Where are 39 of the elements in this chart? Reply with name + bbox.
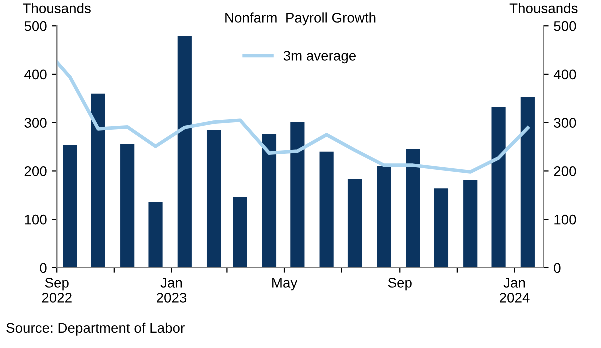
x-tick-label: Sep 2022 [42,278,72,303]
y-tick-label: 400 [24,70,47,80]
bar [406,148,420,268]
legend-label: 3m average [284,51,356,64]
y2-tick-label: 0 [554,263,561,274]
bar [320,152,334,268]
bar [233,197,248,268]
bar [148,202,163,268]
source-note: Source: Department of Labor [6,322,185,336]
bar [464,180,478,268]
x-tick-label: Jan 2024 [500,278,530,303]
bar [520,97,535,268]
y-tick-label: 200 [24,166,47,176]
x-tick-label: Jan 2023 [157,278,187,303]
bar [377,166,392,268]
y2-tick-label: 500 [554,21,576,32]
y-tick-label: 100 [25,214,47,225]
y-axis-title: Thousands [23,3,91,14]
y-tick-label: 0 [40,263,47,274]
chart-title: Nonfarm Payroll Growth [226,12,376,26]
bar [178,36,192,268]
bar [120,144,135,268]
bar [290,122,305,268]
bar [262,134,277,268]
y-tick-label: 500 [24,21,47,32]
y-tick-label: 300 [24,118,47,128]
bar [91,94,106,268]
y2-tick-label: 400 [554,70,576,80]
y2-tick-label: 100 [554,214,576,225]
y2-axis-title: Thousands [510,3,578,14]
bar [492,107,506,268]
bar [206,130,222,268]
bar [434,188,449,268]
x-tick-label: May [272,278,298,291]
x-tick-label: Sep [388,278,412,291]
y2-tick-label: 200 [554,166,576,176]
y2-tick-label: 300 [554,118,576,128]
bar [348,179,362,268]
bar [63,145,78,268]
